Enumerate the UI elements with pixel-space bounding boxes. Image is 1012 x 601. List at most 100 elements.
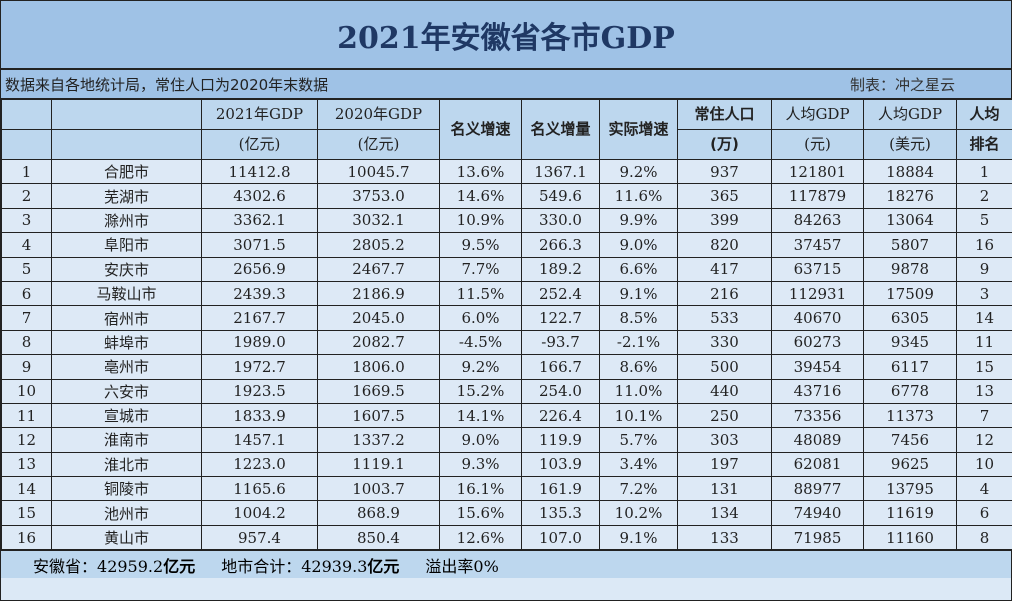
table-cell: 62081 (771, 451, 864, 478)
column-header: 常住人口 (677, 99, 772, 130)
table-cell: 88977 (771, 476, 864, 502)
table-cell: 2805.2 (317, 232, 440, 258)
table-cell: 1337.2 (317, 427, 440, 453)
table-cell: 9.1% (599, 524, 678, 551)
table-cell: 合肥市 (51, 158, 202, 185)
table-cell: 4 (1, 232, 52, 258)
table-cell: 330 (677, 329, 772, 356)
table-cell: 2439.3 (201, 280, 318, 307)
table-row: 16 黄山市 957.4 850.4 12.6% 107.0 9.1% 133 71985 111… (1, 524, 1012, 551)
province-total: 安徽省：42959.2亿元 (33, 556, 196, 576)
table-cell: 11373 (863, 402, 957, 429)
table-cell: 133 (677, 524, 772, 551)
column-header: (万) (677, 129, 772, 160)
table-cell: 15 (1, 500, 52, 526)
table-cell: 500 (677, 354, 772, 380)
table-cell: 4 (956, 476, 1012, 502)
table-cell: 135.3 (521, 500, 600, 526)
table-cell: 13 (1, 451, 52, 478)
table-cell: 161.9 (521, 476, 600, 502)
table-cell: 8 (1, 329, 52, 356)
column-header (1, 129, 52, 160)
table-row: 6 马鞍山市 2439.3 2186.9 11.5% 252.4 9.1% 216 112931… (1, 280, 1012, 307)
table-cell: 12 (1, 427, 52, 453)
table-cell: 7.7% (439, 256, 522, 282)
table-cell: 6.6% (599, 256, 678, 282)
table-cell: 121801 (771, 158, 864, 185)
table-cell: -2.1% (599, 329, 678, 356)
table-cell: 14 (956, 305, 1012, 331)
table-cell: 9.2% (599, 158, 678, 185)
author-note: 制表：冲之星云 (849, 75, 955, 94)
column-header (51, 99, 202, 130)
table-cell: 189.2 (521, 256, 600, 282)
table-cell: 6.0% (439, 305, 522, 331)
table-row: 2 芜湖市 4302.6 3753.0 14.6% 549.6 11.6% 365 117879… (1, 183, 1012, 209)
column-header: 排名 (956, 129, 1012, 160)
table-cell: 六安市 (51, 378, 202, 404)
column-header: 2020年GDP (317, 99, 440, 130)
table-cell: 3.4% (599, 451, 678, 478)
table-cell: 74940 (771, 500, 864, 526)
table-cell: 12 (956, 427, 1012, 453)
table-cell: 9.2% (439, 354, 522, 380)
table-cell: -4.5% (439, 329, 522, 356)
table-cell: 1 (956, 158, 1012, 185)
table-cell: 2 (1, 183, 52, 209)
table-cell: 9345 (863, 329, 957, 356)
table-cell: 8 (956, 524, 1012, 551)
table-row: 8 蚌埠市 1989.0 2082.7 -4.5% -93.7 -2.1% 330 60273 9… (1, 329, 1012, 356)
table-cell: 9.0% (599, 232, 678, 258)
table-cell: 1989.0 (201, 329, 318, 356)
table-cell: 549.6 (521, 183, 600, 209)
table-cell: 蚌埠市 (51, 329, 202, 356)
table-cell: 14 (1, 476, 52, 502)
data-table: 2021年GDP 2020年GDP 名义增速 名义增量 实际增速 常住人口 人均GDP 人均G… (1, 99, 1012, 551)
table-cell: 15 (956, 354, 1012, 380)
table-cell: 868.9 (317, 500, 440, 526)
table-row: 14 铜陵市 1165.6 1003.7 16.1% 161.9 7.2% 131 88977 1… (1, 476, 1012, 502)
table-cell: 60273 (771, 329, 864, 356)
table-cell: 11412.8 (201, 158, 318, 185)
table-cell: 18276 (863, 183, 957, 209)
table-cell: 淮南市 (51, 427, 202, 453)
column-header: (元) (771, 129, 864, 160)
table-cell: 1004.2 (201, 500, 318, 526)
table-cell: 宿州市 (51, 305, 202, 331)
spill-rate: 溢出率0% (425, 556, 499, 576)
table-cell: 13795 (863, 476, 957, 502)
column-header: (美元) (863, 129, 957, 160)
table-cell: 266.3 (521, 232, 600, 258)
table-cell: 1223.0 (201, 451, 318, 478)
table-cell: 淮北市 (51, 451, 202, 478)
table-cell: 1972.7 (201, 354, 318, 380)
table-cell: 13 (956, 378, 1012, 404)
table-row: 11 宣城市 1833.9 1607.5 14.1% 226.4 10.1% 250 73356… (1, 402, 1012, 429)
table-cell: 14.1% (439, 402, 522, 429)
table-cell: 3 (1, 207, 52, 234)
table-row: 12 淮南市 1457.1 1337.2 9.0% 119.9 5.7% 303 48089 74… (1, 427, 1012, 453)
table-cell: 1923.5 (201, 378, 318, 404)
table-cell: 119.9 (521, 427, 600, 453)
table-cell: 1669.5 (317, 378, 440, 404)
table-cell: 马鞍山市 (51, 280, 202, 307)
table-cell: 850.4 (317, 524, 440, 551)
table-cell: 10 (1, 378, 52, 404)
table-cell: 3753.0 (317, 183, 440, 209)
table-cell: 滁州市 (51, 207, 202, 234)
table-cell: 1003.7 (317, 476, 440, 502)
table-cell: 107.0 (521, 524, 600, 551)
table-cell: 9625 (863, 451, 957, 478)
page-title: 2021年安徽省各市GDP (1, 1, 1011, 70)
table-cell: 3071.5 (201, 232, 318, 258)
table-row: 13 淮北市 1223.0 1119.1 9.3% 103.9 3.4% 197 62081 96… (1, 451, 1012, 478)
table-cell: 533 (677, 305, 772, 331)
table-row: 15 池州市 1004.2 868.9 15.6% 135.3 10.2% 134 74940 1… (1, 500, 1012, 526)
table-cell: 11 (1, 402, 52, 429)
table-cell: 13.6% (439, 158, 522, 185)
table-cell: 3362.1 (201, 207, 318, 234)
table-cell: -93.7 (521, 329, 600, 356)
source-note: 数据来自各地统计局，常住人口为2020年末数据 (5, 75, 329, 94)
table-cell: 16 (1, 524, 52, 551)
column-header: 名义增量 (521, 99, 600, 160)
